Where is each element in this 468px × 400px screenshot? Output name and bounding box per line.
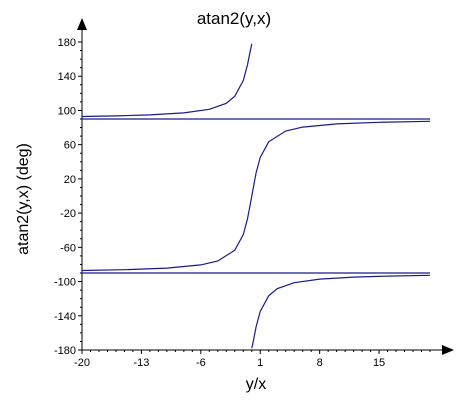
- y-axis-arrow: [77, 18, 87, 30]
- y-tick-label: 20: [64, 174, 76, 186]
- y-tick-label: -140: [54, 311, 76, 323]
- x-tick-label: 1: [257, 357, 263, 369]
- x-tick-label: 8: [317, 357, 323, 369]
- chart-title: atan2(y,x): [197, 9, 271, 28]
- x-tick-label: -13: [133, 357, 149, 369]
- y-tick-label: -100: [54, 277, 76, 289]
- y-tick-label: 100: [58, 105, 76, 117]
- y-tick-label: -180: [54, 345, 76, 357]
- x-axis-label: y/x: [246, 376, 266, 393]
- x-tick-label: -20: [74, 357, 90, 369]
- x-tick-label: 15: [373, 357, 385, 369]
- y-tick-label: -20: [60, 208, 76, 220]
- y-axis-label: atan2(y,x) (deg): [15, 143, 32, 255]
- series-line-2: [81, 120, 431, 272]
- y-tick-label: 140: [58, 71, 76, 83]
- y-tick-label: 180: [58, 37, 76, 49]
- series-line-1: [81, 43, 253, 118]
- x-axis-arrow: [442, 345, 454, 355]
- y-tick-label: 60: [64, 140, 76, 152]
- x-tick-label: -6: [196, 357, 206, 369]
- series-line-3: [251, 274, 431, 349]
- y-tick-label: -60: [60, 242, 76, 254]
